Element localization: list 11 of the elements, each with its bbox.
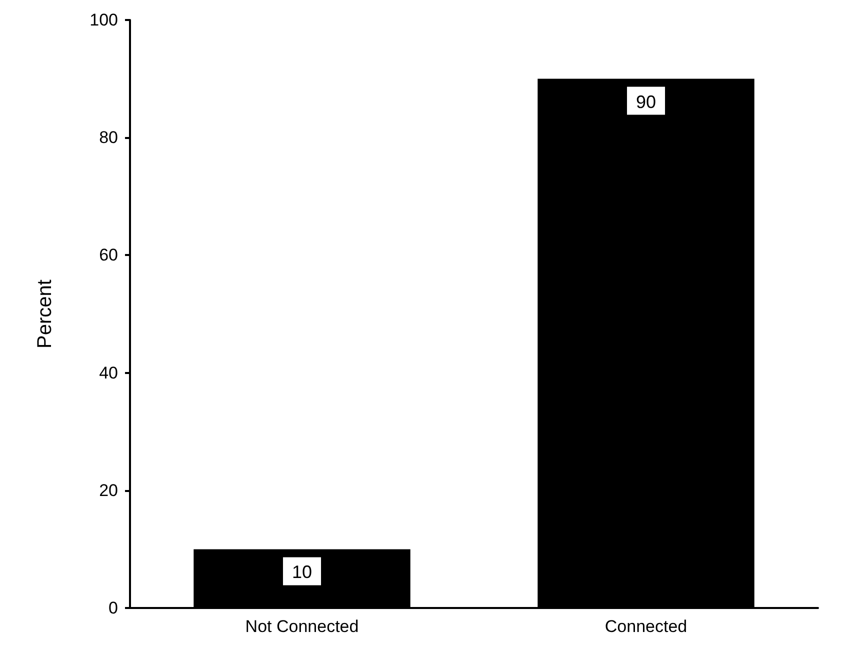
x-tick-label: Connected xyxy=(604,617,688,636)
y-axis-title: Percent xyxy=(34,279,56,348)
y-tick-label: 0 xyxy=(108,598,118,618)
y-tick-label: 60 xyxy=(99,246,118,265)
data-label: 10 xyxy=(292,562,312,582)
y-tick-label: 40 xyxy=(99,363,118,382)
y-tick-label: 100 xyxy=(90,10,118,30)
x-tick-label: Not Connected xyxy=(245,617,359,636)
y-tick-label: 80 xyxy=(99,128,118,148)
y-tick-label: 20 xyxy=(99,480,118,500)
data-label: 90 xyxy=(636,92,656,112)
